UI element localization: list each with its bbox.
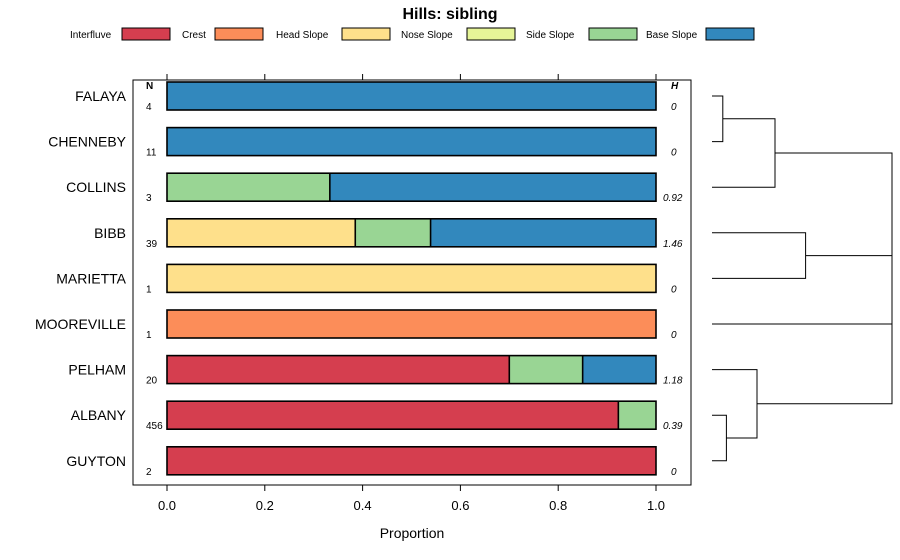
bar-outline — [166, 309, 657, 339]
h-value: 0 — [671, 330, 677, 341]
h-value: 0 — [671, 467, 677, 478]
h-column-header: H — [671, 81, 679, 92]
row-label: COLLINS — [66, 179, 126, 195]
legend-label: Side Slope — [526, 30, 575, 41]
x-tick-label: 0.2 — [256, 498, 274, 513]
x-axis: 0.0 0.2 0.4 0.6 0.8 1.0 — [158, 74, 665, 513]
h-value: 1.18 — [663, 376, 683, 387]
legend-label: Interfluve — [70, 30, 112, 41]
row-label: ALBANY — [71, 407, 127, 423]
h-value: 0.92 — [663, 193, 683, 204]
bar-outline — [166, 263, 657, 294]
x-tick-label: 1.0 — [647, 498, 665, 513]
bar-outline — [166, 126, 657, 157]
legend-swatch — [466, 27, 516, 41]
bar-segment — [167, 82, 656, 110]
legend-label: Head Slope — [276, 30, 329, 41]
dendrogram-branch — [712, 118, 776, 188]
plot-frame — [132, 79, 692, 486]
legend-label: Nose Slope — [401, 30, 453, 41]
bar-outline — [166, 445, 657, 476]
bar-segment — [509, 355, 583, 384]
n-value: 3 — [146, 193, 152, 204]
bar-segment — [167, 401, 619, 430]
row-label: CHENNEBY — [48, 134, 126, 150]
n-value: 1 — [146, 330, 152, 341]
n-value: 1 — [146, 284, 152, 295]
h-value: 0 — [671, 102, 677, 113]
x-tick-label: 0.0 — [158, 498, 176, 513]
n-value: 20 — [146, 376, 158, 387]
bar-segment — [167, 264, 656, 293]
bar-segment — [329, 173, 656, 202]
x-tick-label: 0.8 — [549, 498, 567, 513]
bars — [166, 81, 657, 476]
x-tick-label: 0.4 — [354, 498, 372, 513]
n-value: 11 — [146, 148, 157, 159]
legend-swatch — [705, 27, 755, 41]
dendrogram-branch — [712, 369, 758, 439]
row-label: BIBB — [94, 225, 126, 241]
bar-segment — [167, 218, 356, 247]
dendrogram-branch — [757, 264, 893, 405]
dendrogram-branch — [712, 232, 807, 279]
x-axis-label: Proportion — [380, 525, 445, 541]
bar-segment — [167, 173, 330, 202]
n-value: 39 — [146, 239, 158, 250]
bar-segment — [167, 127, 656, 156]
dendrogram — [712, 95, 893, 462]
bar-outline — [166, 354, 657, 385]
n-value: 2 — [146, 467, 152, 478]
n-value: 456 — [146, 421, 163, 432]
legend-label: Crest — [182, 30, 206, 41]
bar-outline — [166, 218, 657, 248]
chart-title: Hills: sibling — [402, 6, 497, 23]
legend-swatch — [214, 27, 264, 41]
h-value: 0 — [671, 148, 677, 159]
legend-swatch — [121, 27, 171, 41]
h-value: 0 — [671, 284, 677, 295]
n-value: 4 — [146, 102, 152, 113]
dendrogram-branch — [712, 414, 727, 462]
row-label: PELHAM — [68, 362, 126, 378]
row-labels: FALAYA CHENNEBY COLLINS BIBB MARIETTA MOOREVI… — [35, 88, 127, 469]
legend-swatch — [588, 27, 638, 41]
row-label: FALAYA — [75, 88, 127, 104]
bar-outline — [166, 81, 657, 111]
dendrogram-branch — [712, 95, 724, 143]
n-column-header: N — [146, 81, 153, 92]
dendrogram-branch — [712, 204, 893, 325]
bar-outline — [166, 172, 657, 202]
row-label: MARIETTA — [56, 270, 126, 286]
bar-segment — [582, 355, 656, 384]
legend: Interfluve Crest Head Slope Nose Slope Side … — [70, 27, 755, 41]
bar-segment — [167, 355, 510, 384]
bar-segment — [167, 446, 656, 475]
row-label: MOOREVILLE — [35, 316, 126, 332]
h-value: 1.46 — [663, 239, 683, 250]
bar-segment — [430, 218, 656, 247]
bar-segment — [167, 310, 656, 338]
row-label: GUYTON — [66, 453, 126, 469]
legend-label: Base Slope — [646, 30, 698, 41]
legend-swatch — [341, 27, 391, 41]
x-tick-label: 0.6 — [451, 498, 469, 513]
bar-segment — [618, 401, 656, 430]
bar-outline — [166, 400, 657, 431]
bar-segment — [355, 218, 431, 247]
h-value: 0.39 — [663, 421, 683, 432]
dendrogram-branch — [775, 152, 893, 257]
